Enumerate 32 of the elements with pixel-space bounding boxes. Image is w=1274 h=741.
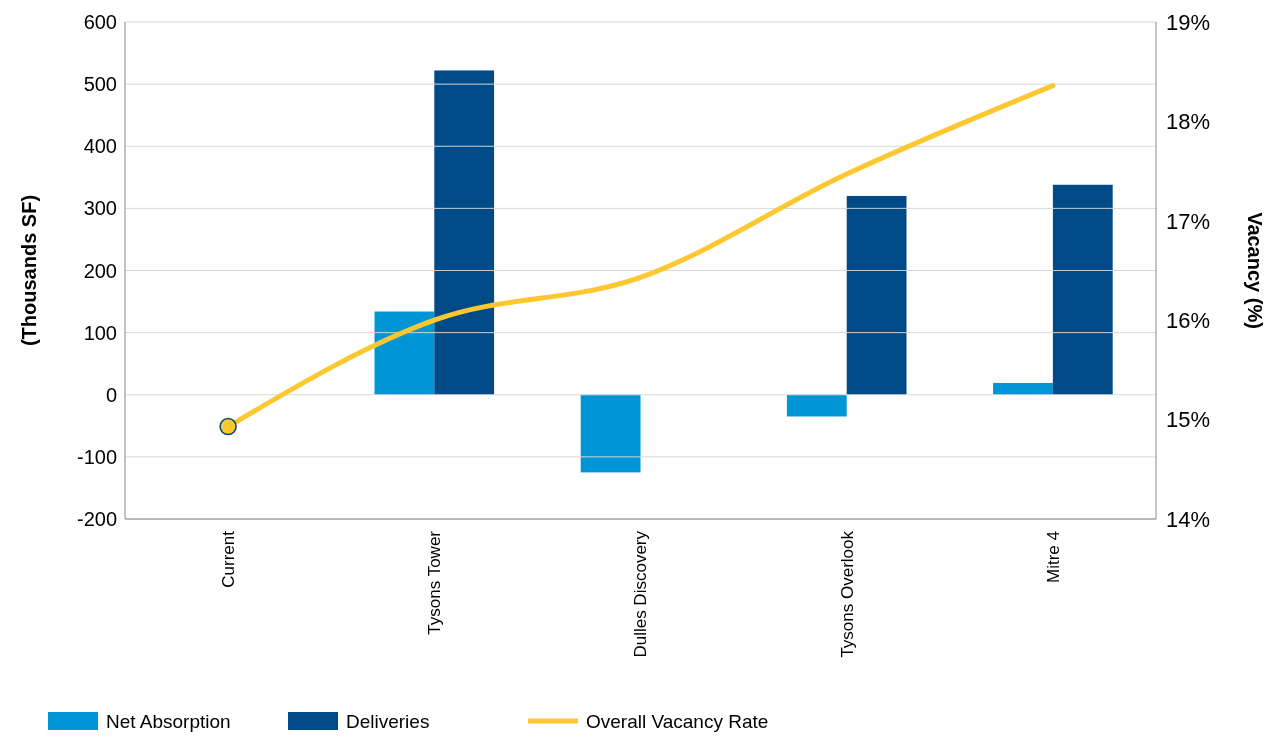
y2-tick-label: 17% xyxy=(1166,208,1211,234)
y-axis-title: (Thousands SF) xyxy=(18,194,40,347)
y2-tick-label: 16% xyxy=(1166,307,1211,333)
y-tick-label: 600 xyxy=(83,11,117,33)
x-tick-label: Mitre 4 xyxy=(1043,531,1063,583)
bar xyxy=(374,311,435,395)
bar xyxy=(1052,184,1113,395)
y2-tick-label: 14% xyxy=(1166,506,1211,532)
y-tick-label: 0 xyxy=(105,383,117,406)
y-tick-label: -200 xyxy=(76,508,117,530)
legend-label: Deliveries xyxy=(346,710,430,732)
y-tick-label: 400 xyxy=(83,135,117,158)
legend-label: Net Absorption xyxy=(106,710,231,732)
y-tick-label: -100 xyxy=(76,445,117,468)
y-tick-label: 100 xyxy=(83,321,117,344)
bar xyxy=(993,382,1053,395)
x-tick-label: Current xyxy=(219,530,239,588)
bar xyxy=(846,195,907,395)
y2-tick-label: 15% xyxy=(1166,407,1211,433)
x-tick-label: Tysons Tower xyxy=(425,530,445,635)
y-tick-label: 200 xyxy=(83,259,117,282)
x-tick-label: Dulles Discovery xyxy=(631,530,651,658)
x-tick-label: Tysons Overlook xyxy=(837,530,857,658)
y2-tick-label: 18% xyxy=(1166,109,1211,135)
bar xyxy=(786,394,847,417)
y-tick-label: 500 xyxy=(83,73,117,96)
legend-label: Overall Vacancy Rate xyxy=(586,710,769,732)
bar xyxy=(580,394,641,473)
bar xyxy=(434,70,495,395)
y2-axis-title: Vacancy (%) xyxy=(1244,212,1266,329)
y-tick-label: 300 xyxy=(83,197,117,220)
y2-tick-label: 19% xyxy=(1166,9,1211,35)
